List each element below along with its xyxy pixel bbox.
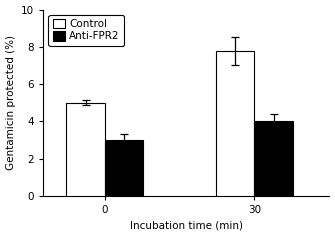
Y-axis label: Gentamicin protected (%): Gentamicin protected (%) — [6, 35, 15, 170]
Bar — [216, 51, 255, 196]
Legend: Control, Anti-FPR2: Control, Anti-FPR2 — [49, 15, 124, 46]
Bar — [66, 103, 105, 196]
Bar — [255, 121, 293, 196]
X-axis label: Incubation time (min): Incubation time (min) — [130, 220, 243, 230]
Bar — [105, 140, 143, 196]
